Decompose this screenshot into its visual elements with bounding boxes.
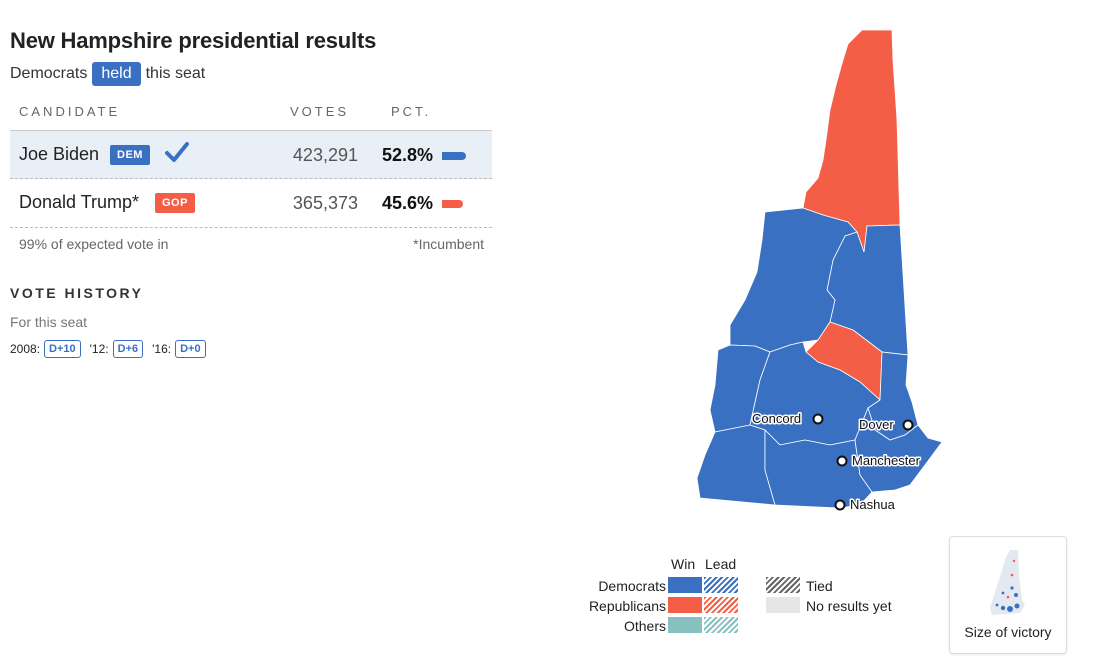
legend-swatch-rep-lead: [704, 597, 738, 613]
legend-label-others: Others: [623, 618, 666, 634]
vote-history-year: '12:: [89, 342, 109, 356]
legend-header-lead: Lead: [705, 556, 737, 572]
county-cheshire[interactable]: [696, 424, 776, 506]
seat-status-party: Democrats: [10, 65, 88, 82]
candidate-row-biden: Joe Biden DEM 423,291 52.8%: [10, 130, 492, 179]
page-title: New Hampshire presidential results: [10, 28, 377, 53]
size-of-victory-thumbnail-icon: [990, 550, 1025, 615]
column-header-candidate: CANDIDATE: [19, 104, 121, 119]
candidate-votes: 423,291: [292, 145, 358, 165]
party-badge-gop: GOP: [155, 193, 195, 213]
vote-history-subtitle: For this seat: [10, 314, 88, 330]
vote-history-title: VOTE HISTORY: [10, 285, 144, 301]
pct-bar-dem: [442, 152, 466, 160]
vote-history-margin: D+0: [175, 340, 206, 358]
size-of-victory-button[interactable]: Size of victory: [949, 536, 1067, 654]
city-marker-concord: [812, 413, 824, 425]
vote-history-year: 2008:: [10, 342, 41, 356]
held-badge: held: [92, 62, 141, 86]
party-badge-dem: DEM: [110, 145, 150, 165]
city-label-concord: Concord: [752, 411, 801, 426]
county-rockingham[interactable]: [854, 406, 943, 493]
county-map: Concord Dover Manchester Nashua: [696, 29, 943, 514]
legend-swatch-oth-win: [668, 617, 702, 633]
incumbent-note: *Incumbent: [413, 236, 484, 252]
legend-swatch-rep-win: [668, 597, 702, 613]
seat-status-suffix: this seat: [145, 65, 206, 82]
vote-history-year: '16:: [152, 342, 172, 356]
legend-swatch-oth-lead: [704, 617, 738, 633]
expected-vote-note: 99% of expected vote in: [19, 236, 169, 252]
city-marker-dover: [902, 419, 914, 431]
pct-bar-gop: [442, 200, 463, 208]
candidate-pct: 45.6%: [381, 193, 433, 213]
vote-history: VOTE HISTORY For this seat 2008: D+10 '1…: [10, 285, 215, 358]
city-marker-nashua: [834, 499, 846, 511]
column-header-votes: VOTES: [290, 104, 350, 119]
vote-history-items: 2008: D+10 '12: D+6 '16: D+0: [10, 340, 215, 358]
column-header-pct: PCT.: [391, 104, 432, 119]
candidate-row-trump: Donald Trump* GOP 365,373 45.6%: [10, 179, 492, 228]
seat-status-line: Democrats held this seat: [10, 62, 492, 86]
legend-swatch-dem-lead: [704, 577, 738, 593]
candidate-name: Joe Biden: [19, 144, 100, 164]
legend-swatch-no-results: [766, 597, 800, 613]
size-of-victory-label: Size of victory: [964, 624, 1052, 640]
vote-history-margin: D+6: [112, 340, 144, 358]
legend-header-win: Win: [671, 556, 696, 572]
winner-check-icon: [165, 142, 189, 162]
vote-history-margin: D+10: [44, 340, 81, 358]
candidate-pct: 52.8%: [381, 145, 433, 165]
legend-label-democrats: Democrats: [598, 578, 666, 594]
candidate-votes: 365,373: [292, 193, 358, 213]
city-label-nashua: Nashua: [850, 497, 896, 512]
legend-label-republicans: Republicans: [588, 598, 666, 614]
legend-swatch-dem-win: [668, 577, 702, 593]
legend-swatch-tied: [766, 577, 800, 593]
table-footnote: 99% of expected vote in *Incumbent: [10, 228, 492, 258]
city-label-manchester: Manchester: [852, 453, 921, 468]
legend-label-no-results: No results yet: [806, 598, 892, 614]
candidate-name: Donald Trump*: [19, 192, 140, 212]
results-panel: New Hampshire presidential results Democ…: [10, 28, 492, 258]
city-marker-manchester: [836, 455, 848, 467]
city-label-dover: Dover: [859, 417, 894, 432]
table-header: CANDIDATE VOTES PCT.: [10, 104, 492, 124]
legend-label-tied: Tied: [806, 578, 833, 594]
